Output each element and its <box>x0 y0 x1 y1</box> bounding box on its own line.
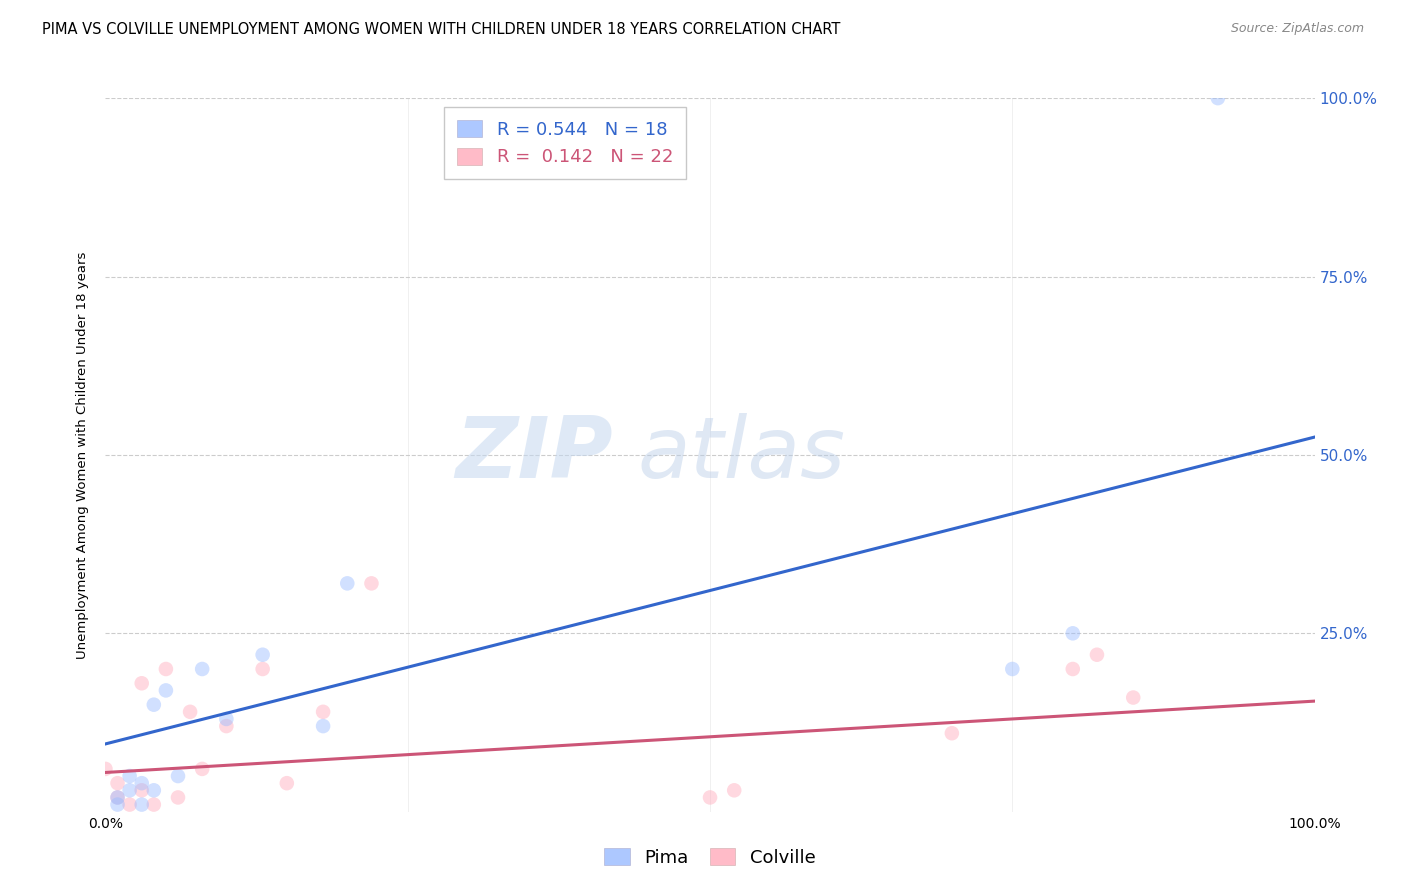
Point <box>107 776 129 790</box>
Point <box>155 683 177 698</box>
Point <box>118 797 141 812</box>
Legend: Pima, Colville: Pima, Colville <box>598 841 823 874</box>
Point <box>1001 662 1024 676</box>
Point <box>336 576 359 591</box>
Point <box>131 783 153 797</box>
Point <box>215 719 238 733</box>
Point <box>131 797 153 812</box>
Point <box>107 797 129 812</box>
Point <box>167 769 190 783</box>
Point <box>312 719 335 733</box>
Point <box>191 762 214 776</box>
Point <box>94 762 117 776</box>
Text: PIMA VS COLVILLE UNEMPLOYMENT AMONG WOMEN WITH CHILDREN UNDER 18 YEARS CORRELATI: PIMA VS COLVILLE UNEMPLOYMENT AMONG WOME… <box>42 22 841 37</box>
Point <box>941 726 963 740</box>
Text: Source: ZipAtlas.com: Source: ZipAtlas.com <box>1230 22 1364 36</box>
Point <box>131 776 153 790</box>
Point <box>107 790 129 805</box>
Point <box>167 790 190 805</box>
Text: atlas: atlas <box>637 413 845 497</box>
Point <box>142 783 165 797</box>
Point <box>142 797 165 812</box>
Y-axis label: Unemployment Among Women with Children Under 18 years: Unemployment Among Women with Children U… <box>76 252 90 658</box>
Point <box>1206 91 1229 105</box>
Point <box>107 790 129 805</box>
Point <box>215 712 238 726</box>
Point <box>179 705 201 719</box>
Point <box>118 769 141 783</box>
Point <box>1062 626 1084 640</box>
Point <box>1085 648 1108 662</box>
Point <box>142 698 165 712</box>
Point <box>252 662 274 676</box>
Point <box>723 783 745 797</box>
Point <box>312 705 335 719</box>
Point <box>155 662 177 676</box>
Point <box>252 648 274 662</box>
Point <box>1062 662 1084 676</box>
Point <box>360 576 382 591</box>
Point <box>118 783 141 797</box>
Point <box>276 776 298 790</box>
Point <box>131 676 153 690</box>
Point <box>191 662 214 676</box>
Point <box>1122 690 1144 705</box>
Point <box>699 790 721 805</box>
Text: ZIP: ZIP <box>456 413 613 497</box>
